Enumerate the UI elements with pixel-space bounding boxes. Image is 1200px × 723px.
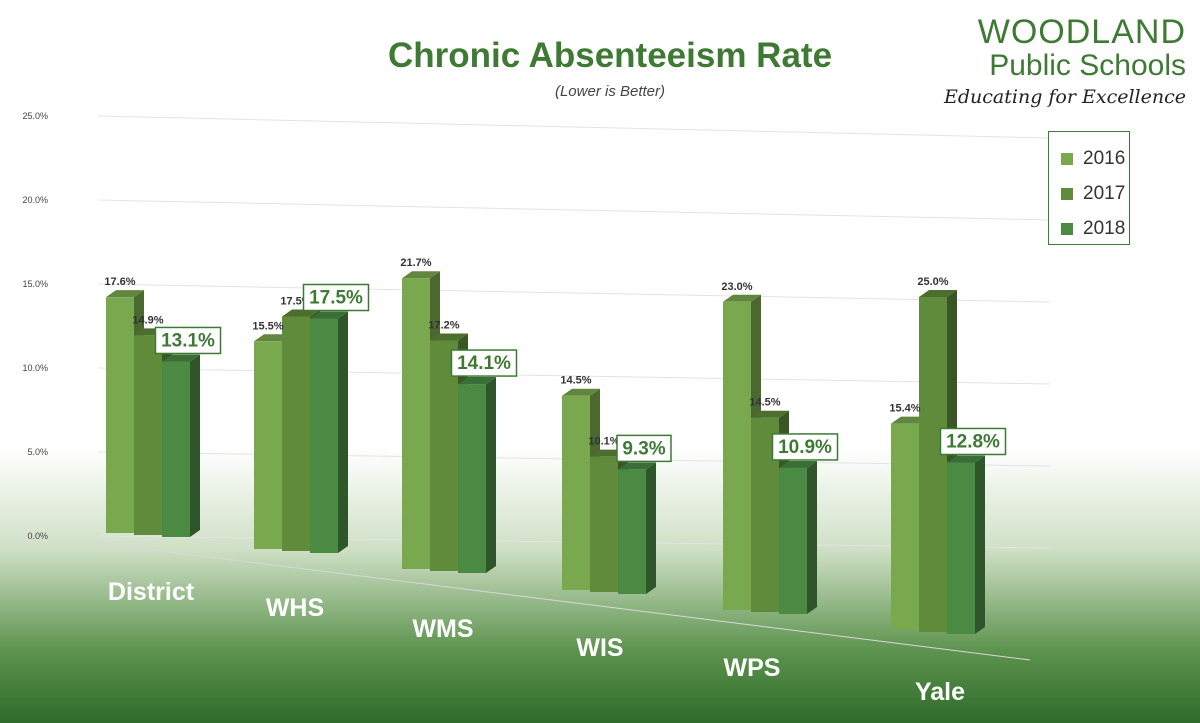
chart-title: Chronic Absenteeism Rate <box>388 36 832 75</box>
bar <box>458 384 486 573</box>
y-tick-label: 10.0% <box>22 363 48 373</box>
bar <box>310 318 338 553</box>
bar <box>891 423 919 630</box>
legend-label: 2017 <box>1083 182 1126 204</box>
bar <box>562 395 590 590</box>
gridline <box>97 115 1051 139</box>
x-tick-label: District <box>108 578 195 606</box>
data-label: 12.8% <box>946 431 1000 452</box>
x-axis-line <box>97 542 1031 661</box>
bar-top <box>430 333 468 341</box>
x-tick-label: WMS <box>412 615 473 643</box>
data-label: 10.9% <box>778 437 832 458</box>
bar <box>254 341 282 549</box>
bars <box>106 271 985 634</box>
y-tick-label: 20.0% <box>22 195 48 205</box>
data-label: 10.1% <box>588 436 619 448</box>
bar <box>134 335 162 535</box>
data-label: 23.0% <box>721 281 752 293</box>
data-label-box <box>771 433 839 461</box>
legend-label: 2016 <box>1083 147 1126 169</box>
bar-top <box>947 455 985 463</box>
brand-name: WOODLAND <box>977 13 1186 51</box>
bar <box>618 469 646 594</box>
brand-logo: WOODLAND Public Schools Educating for Ex… <box>944 14 1186 108</box>
data-label: 14.9% <box>132 314 163 326</box>
data-label-box <box>302 283 370 312</box>
bar <box>282 316 310 551</box>
bar-side <box>338 311 348 553</box>
data-label: 13.1% <box>161 330 215 351</box>
bar-top <box>106 290 144 298</box>
data-label: 17.5% <box>309 288 363 309</box>
data-label-box <box>616 434 672 463</box>
bar-top <box>562 388 600 396</box>
bar-top <box>618 462 656 470</box>
x-tick-label: WPS <box>724 654 781 682</box>
x-tick-label: WHS <box>266 594 324 622</box>
brand-tagline: Educating for Excellence <box>944 86 1186 108</box>
data-label: 21.7% <box>400 257 431 269</box>
y-tick-label: 5.0% <box>27 447 48 457</box>
data-label: 14.5% <box>749 397 780 409</box>
chart-legend: 2016 2017 2018 <box>1048 131 1130 245</box>
bar <box>106 297 134 533</box>
legend-swatch <box>1061 152 1073 165</box>
legend-item: 2016 <box>1061 141 1129 176</box>
bar-side <box>807 460 817 614</box>
bar-top <box>919 290 957 297</box>
data-label-box <box>450 349 518 377</box>
bar-top <box>402 271 440 279</box>
bar-top <box>310 311 348 319</box>
bar-top <box>779 460 817 468</box>
x-tick-label: Yale <box>915 678 965 706</box>
x-tick-label: WIS <box>576 634 623 662</box>
data-label: 9.3% <box>622 438 665 459</box>
data-label: 14.1% <box>457 353 511 374</box>
chart-subtitle: (Lower is Better) <box>555 83 665 100</box>
data-label: 14.5% <box>560 375 591 387</box>
bar-top <box>723 294 761 302</box>
data-label: 15.4% <box>889 403 920 415</box>
data-label: 17.2% <box>428 320 459 332</box>
bar-top <box>162 354 200 362</box>
bar <box>590 456 618 592</box>
bar <box>402 278 430 569</box>
y-tick-label: 25.0% <box>22 111 48 121</box>
legend-item: 2018 <box>1061 211 1129 246</box>
labels: 0.0% 5.0% 10.0% 15.0% 20.0% 25.0% 17.6% 14.9% 13… <box>22 111 1007 706</box>
data-label: 15.5% <box>252 320 283 332</box>
legend-swatch <box>1061 187 1073 200</box>
bar-side <box>486 377 496 573</box>
bar-side <box>190 354 200 537</box>
brand-subtitle: Public Schools <box>989 49 1186 82</box>
bar-top <box>751 410 789 418</box>
legend-label: 2018 <box>1083 217 1126 239</box>
y-tick-label: 0.0% <box>27 531 48 541</box>
y-tick-label: 15.0% <box>22 279 48 289</box>
bar <box>162 361 190 537</box>
bar <box>919 297 947 632</box>
data-label-box <box>939 427 1007 456</box>
bar-top <box>458 377 496 385</box>
gridline <box>97 283 1051 303</box>
data-label: 17.6% <box>104 276 135 288</box>
bar-side <box>975 455 985 634</box>
legend-item: 2017 <box>1061 176 1129 211</box>
gridline <box>97 199 1051 221</box>
data-label-box <box>154 326 222 355</box>
bar-side <box>646 462 656 594</box>
bar <box>947 462 975 634</box>
data-label: 25.0% <box>917 276 948 288</box>
bar <box>779 467 807 614</box>
bar <box>430 340 458 571</box>
legend-swatch <box>1061 222 1073 235</box>
bar <box>723 301 751 610</box>
